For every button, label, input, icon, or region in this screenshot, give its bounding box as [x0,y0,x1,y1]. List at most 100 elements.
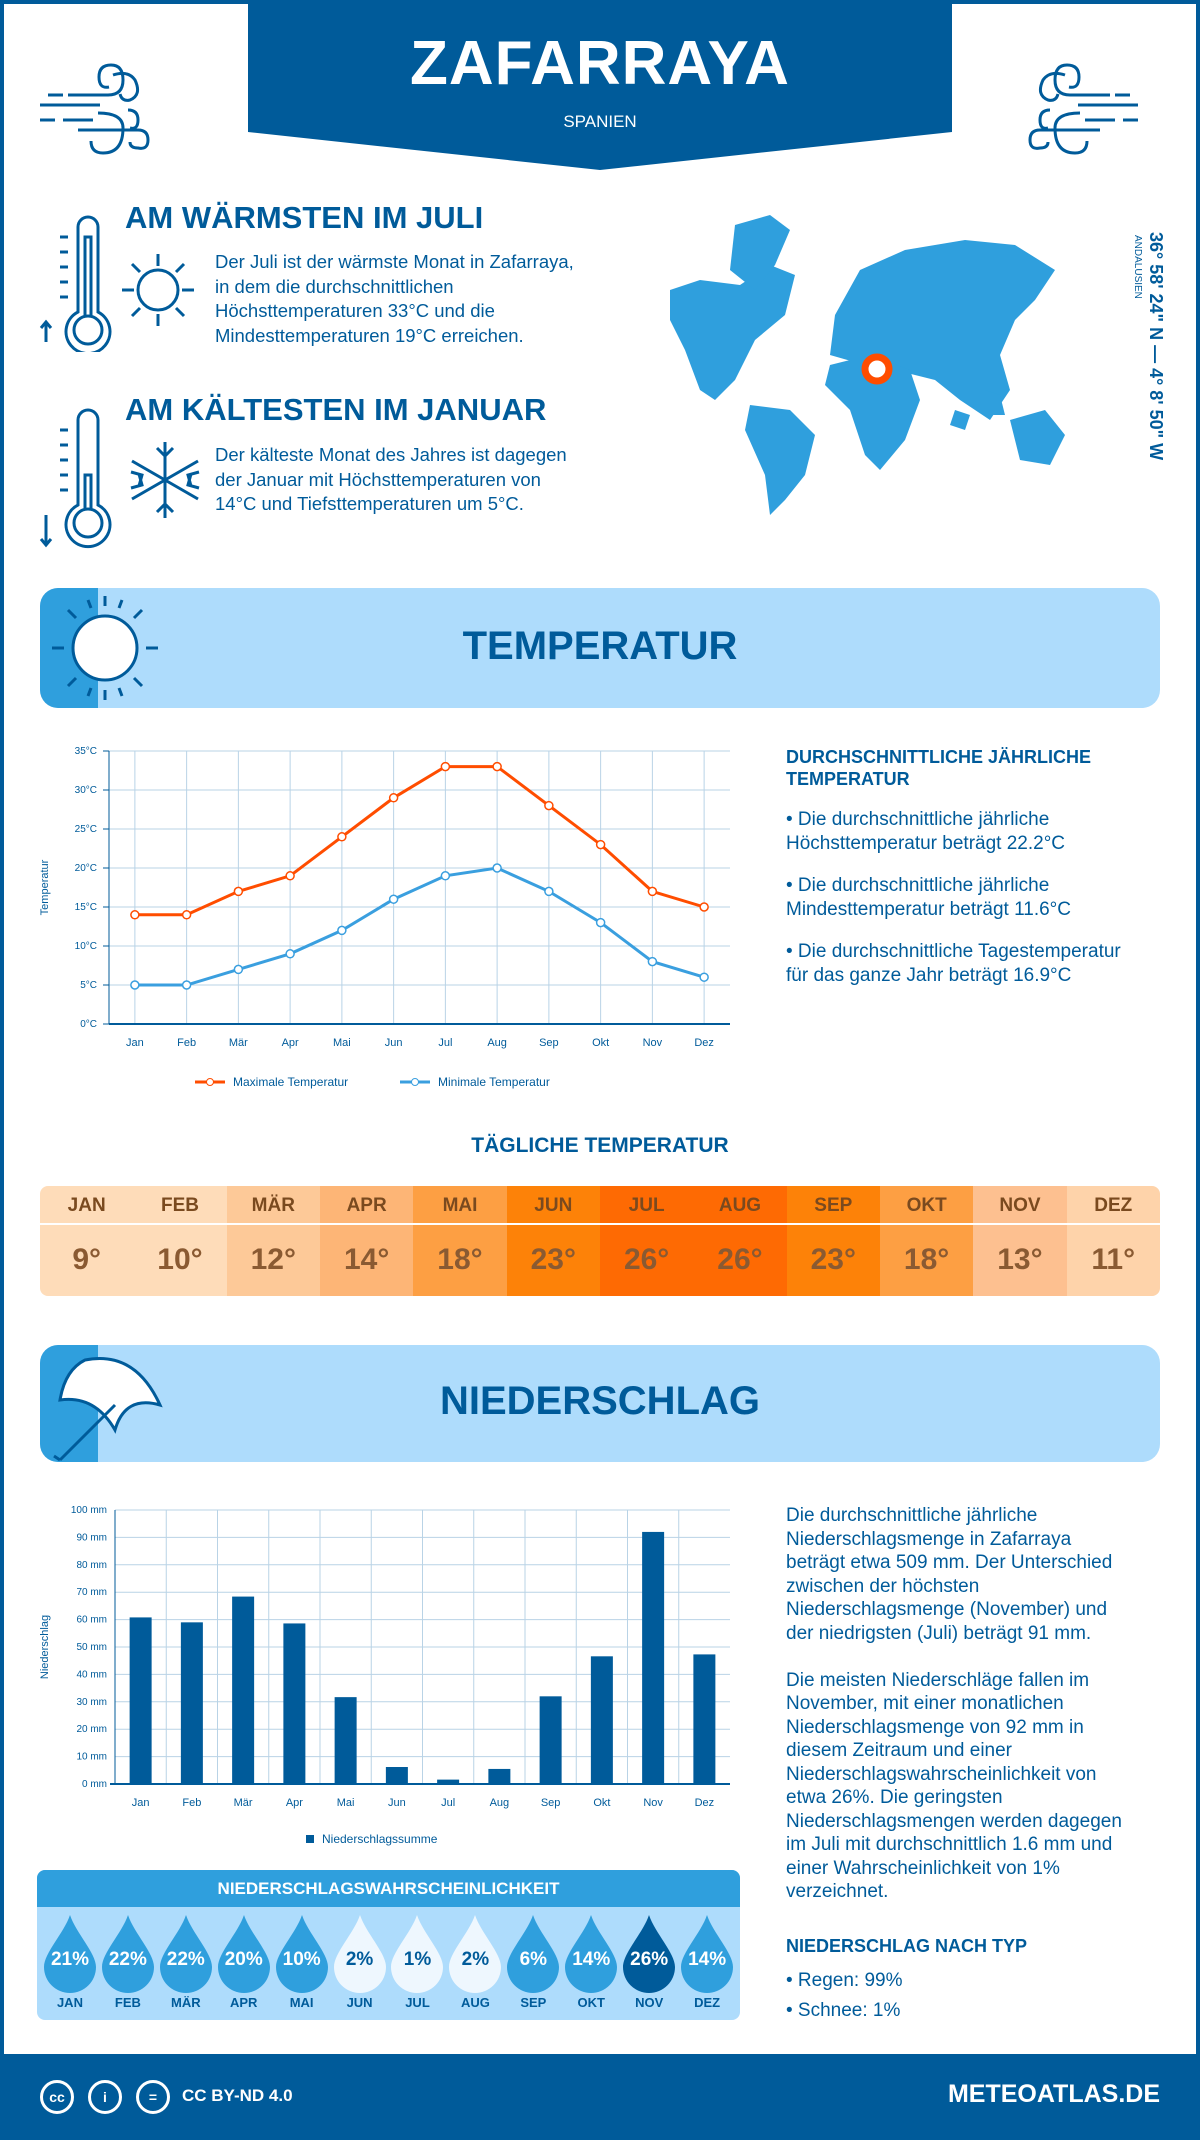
location-marker [861,353,893,385]
precipitation-summary-line: verzeichnet. [786,1881,889,1902]
x-tick-label: Dez [695,1797,715,1809]
data-point [285,871,295,881]
daily-value: 9° [72,1243,101,1276]
daily-temp-okt: OKT 18° [879,1186,974,1296]
probability-month: MAI [289,1995,314,2010]
x-tick-label: Apr [282,1037,299,1049]
probability-drop-feb: 22% FEB [99,1907,157,2020]
wind-icon-right [1028,63,1138,155]
x-tick-label: Mai [333,1037,351,1049]
precipitation-type-rain: • Regen: 99% [786,1970,903,1991]
probability-value: 14% [688,1949,727,1970]
warmest-line: Der Juli ist der wärmste Monat in Zafarr… [215,251,574,272]
warmest-line: Mindesttemperaturen 19°C erreichen. [215,324,524,346]
header-banner [248,0,952,170]
data-point [647,956,658,967]
x-tick-label: Nov [643,1797,663,1809]
precipitation-bar [642,1531,665,1784]
precipitation-banner: NIEDERSCHLAG [40,1345,1160,1462]
thermometer-down-icon [39,408,112,549]
daily-temp-nov: NOV 13° [973,1186,1067,1296]
precipitation-bar [129,1617,152,1784]
raindrop-icon [391,1915,444,1993]
probability-drop-dez: 14% DEZ [678,1907,736,2020]
precipitation-type-heading: NIEDERSCHLAG NACH TYP [786,1936,1028,1956]
y-tick-label: 0°C [80,1019,97,1030]
y-tick-label: 0 mm [82,1779,107,1790]
daily-month: MAI [413,1186,507,1225]
y-tick-label: 40 mm [76,1669,107,1680]
y-tick-label: 10 mm [76,1752,107,1763]
probability-month: MÄR [171,1995,201,2010]
probability-drop-mai: 10% MAI [273,1907,331,2020]
raindrop-icon [681,1915,734,1993]
warmest-line: in dem die durchschnittlichen [215,275,454,297]
x-tick-label: Feb [177,1037,196,1049]
precipitation-bar [283,1623,306,1784]
x-tick-label: Dez [694,1037,714,1049]
probability-month: APR [230,1995,258,2010]
probability-value: 1% [403,1949,432,1970]
y-tick-label: 10°C [75,941,97,952]
country-label: SPANIEN [563,112,637,131]
daily-month: AUG [693,1186,787,1225]
daily-month: OKT [879,1186,974,1225]
probability-month: SEP [520,1995,547,2010]
series-line-min [134,866,705,987]
site-link[interactable]: METEOATLAS.DE [947,2080,1160,2108]
x-tick-label: Nov [643,1037,663,1049]
precipitation-summary-line: der niedrigsten (Juli) beträgt 91 mm. [786,1622,1092,1644]
warmest-heading: AM WÄRMSTEN IM JULI [125,200,484,235]
daily-value: 10° [157,1243,203,1276]
daily-value: 12° [250,1243,296,1276]
precipitation-bar [232,1596,255,1784]
x-tick-label: Sep [541,1797,561,1809]
precipitation-summary-line: zwischen der höchsten [786,1575,980,1597]
probability-value: 6% [519,1949,548,1970]
data-point [440,871,451,881]
x-tick-label: Okt [593,1797,610,1809]
y-tick-label: 20°C [75,863,97,874]
y-tick-label: 30 mm [76,1697,107,1708]
daily-temp-apr: APR 14° [319,1186,414,1296]
y-tick-label: 80 mm [76,1560,107,1571]
coldest-line: Der kälteste Monat des Jahres ist dagege… [215,444,567,465]
footer: cc i = CC BY-ND 4.0 METEOATLAS.DE [0,2054,1200,2140]
precipitation-bar [385,1767,408,1784]
x-tick-label: Feb [182,1797,201,1809]
raindrop-icon [565,1915,618,1993]
y-tick-label: 35°C [75,746,97,757]
precipitation-summary-line: November, mit einer monatlichen [786,1693,1064,1714]
precipitation-summary-line: im Juli mit durchschnittlich 1.6 mm und [786,1834,1113,1855]
raindrop-icon [333,1915,386,1993]
raindrop-icon [217,1915,270,1993]
wind-icon-left [40,63,150,155]
probability-value: 2% [461,1949,490,1970]
temperature-title: TEMPERATUR [462,624,738,668]
raindrop-icon [275,1915,328,1993]
y-tick-label: 30°C [75,785,97,796]
precipitation-title: NIEDERSCHLAG [439,1379,761,1423]
license-label[interactable]: CC BY-ND 4.0 [182,2086,293,2105]
raindrop-icon [101,1915,154,1993]
data-point [595,839,606,850]
daily-temp-mai: MAI 18° [413,1186,507,1296]
daily-value: 18° [903,1243,950,1276]
daily-value: 18° [437,1243,483,1276]
daily-temp-jul: JUL 26° [599,1186,694,1296]
precipitation-bar [180,1622,203,1784]
daily-temp-jun: JUN 23° [506,1186,600,1296]
precipitation-summary-line: Die durchschnittliche jährliche [786,1505,1038,1526]
precipitation-summary-line: Die meisten Niederschläge fallen im [786,1669,1090,1691]
daily-month: APR [319,1186,414,1225]
daily-temp-aug: AUG 26° [693,1186,787,1296]
data-point [285,949,295,959]
warmest-text: Der Juli ist der wärmste Monat in Zafarr… [215,250,574,348]
x-tick-label: Jul [438,1037,452,1049]
probability-value: 21% [50,1949,89,1970]
x-tick-label: Sep [539,1037,559,1049]
coldest-line: 14°C und Tiefsttemperaturen um 5°C. [215,493,524,514]
precipitation-bar [693,1654,716,1784]
data-point [699,902,709,912]
daily-temp-sep: SEP 23° [786,1186,880,1296]
